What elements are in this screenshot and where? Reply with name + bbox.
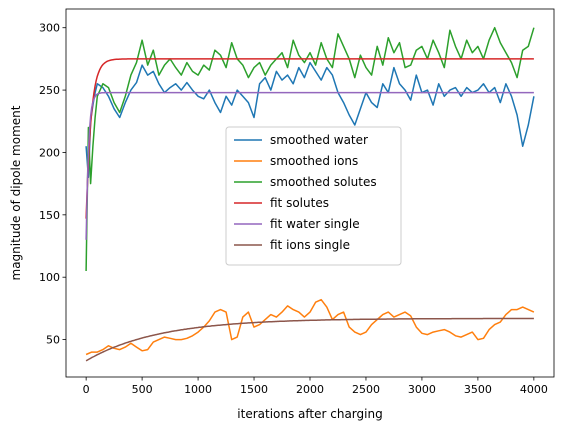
series-line-fit-solutes [85, 58, 534, 219]
legend-label: smoothed water [270, 133, 368, 147]
legend: smoothed water smoothed ions smoothed solu… [225, 126, 402, 266]
legend-label: fit water single [270, 217, 360, 231]
y-tick-label: 150 [39, 209, 60, 222]
x-tick-label: 3500 [464, 383, 492, 396]
y-tick-label: 50 [46, 334, 60, 347]
x-axis-label: iterations after charging [237, 407, 382, 421]
x-tick-label: 3000 [408, 383, 436, 396]
series-line-fit-water-single [85, 91, 534, 240]
series-line-smoothed-ions [85, 298, 535, 356]
x-tick-label: 0 [83, 383, 90, 396]
series-line-fit-ions-single [85, 317, 534, 362]
legend-label: smoothed ions [270, 154, 358, 168]
series-line-smoothed-water [85, 61, 535, 179]
x-tick-label: 2000 [296, 383, 324, 396]
axis-ticks: 0 500 1000 1500 2000 2500 3000 3500 4000 50 100 150… [39, 22, 548, 396]
x-tick-label: 1500 [240, 383, 268, 396]
x-tick-label: 1000 [184, 383, 212, 396]
y-tick-label: 300 [39, 22, 60, 35]
x-tick-label: 500 [132, 383, 153, 396]
legend-label: fit solutes [270, 196, 329, 210]
y-tick-label: 200 [39, 146, 60, 159]
y-tick-label: 100 [39, 271, 60, 284]
y-tick-label: 250 [39, 84, 60, 97]
legend-label: fit ions single [270, 238, 350, 252]
x-tick-label: 4000 [520, 383, 548, 396]
plot-area [85, 26, 535, 362]
legend-box [225, 126, 402, 266]
x-tick-label: 2500 [352, 383, 380, 396]
legend-label: smoothed solutes [270, 175, 377, 189]
y-axis-label: magnitude of dipole moment [9, 105, 23, 280]
